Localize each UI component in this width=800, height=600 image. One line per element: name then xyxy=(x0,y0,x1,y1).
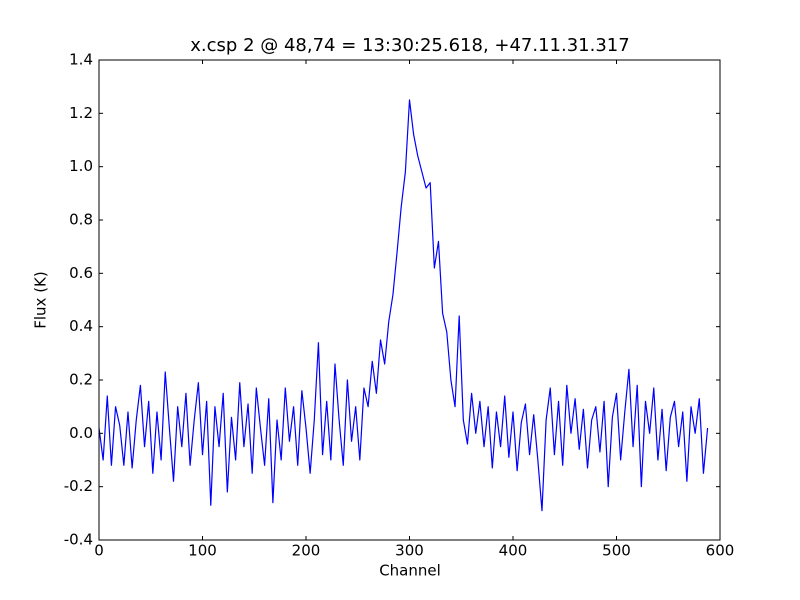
y-tick-label: 1.0 xyxy=(69,157,93,175)
y-tick-label: -0.4 xyxy=(64,531,93,549)
x-tick-label: 400 xyxy=(499,542,528,560)
y-tick-label: 1.4 xyxy=(69,51,93,69)
y-axis-label: Flux (K) xyxy=(32,271,50,329)
y-tick-label: 0.8 xyxy=(69,211,93,229)
y-tick-label: 0.4 xyxy=(69,317,93,335)
y-tick-label: -0.2 xyxy=(64,477,93,495)
y-tick-label: 0.6 xyxy=(69,264,93,282)
data-line xyxy=(99,99,709,512)
x-tick-label: 100 xyxy=(188,542,217,560)
x-tick-label: 200 xyxy=(292,542,321,560)
x-tick-label: 300 xyxy=(395,542,424,560)
x-tick-label: 500 xyxy=(602,542,631,560)
x-axis-label: Channel xyxy=(379,562,441,580)
y-tick-label: 1.2 xyxy=(69,104,93,122)
x-tick-label: 600 xyxy=(706,542,735,560)
y-tick-label: 0.2 xyxy=(69,371,93,389)
y-tick-label: 0.0 xyxy=(69,424,93,442)
x-tick-label: 0 xyxy=(94,542,104,560)
chart-title: x.csp 2 @ 48,74 = 13:30:25.618, +47.11.3… xyxy=(190,35,629,56)
